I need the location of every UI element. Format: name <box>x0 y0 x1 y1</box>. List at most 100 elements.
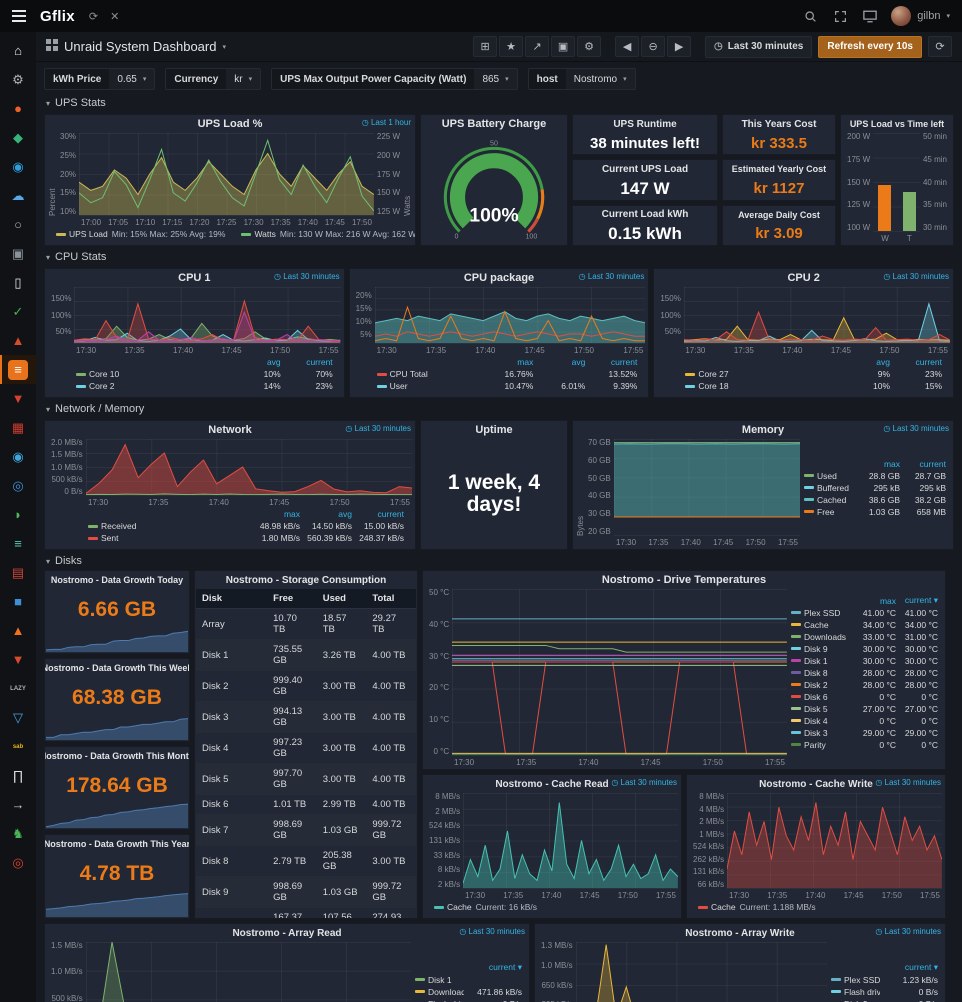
panel-title[interactable]: CPU 2 ◷ Last 30 minutes <box>787 272 950 284</box>
legend-column[interactable]: max <box>517 357 534 367</box>
panel-title[interactable]: Nostromo - Cache Write ◷ Last 30 minutes <box>759 778 941 790</box>
plot-area[interactable] <box>727 793 942 889</box>
legend-row[interactable]: Core 27 9% 23% <box>685 368 942 380</box>
plot-area[interactable] <box>873 133 920 232</box>
panel-title[interactable]: Nostromo - Array Read ◷ Last 30 minutes <box>232 927 525 939</box>
panel-title[interactable]: Current Load kWh <box>601 209 689 221</box>
legend-column[interactable]: current ▾ <box>488 962 522 972</box>
legend-column[interactable]: current <box>377 509 404 519</box>
plot-area[interactable] <box>74 287 341 344</box>
variable-value[interactable]: kr ▾ <box>234 73 253 85</box>
plot-area[interactable] <box>85 439 412 496</box>
column-header[interactable]: Used <box>316 589 367 609</box>
legend-column[interactable]: max <box>883 458 900 469</box>
legend-row[interactable]: Free 1.03 GB 658 MB <box>804 506 946 518</box>
plot-area[interactable] <box>79 133 374 216</box>
time-back-button[interactable]: ◀ <box>615 36 640 57</box>
search-icon[interactable] <box>799 5 821 27</box>
legend-column[interactable]: current ▾ <box>904 962 938 972</box>
app-requests-icon[interactable]: ◆ <box>13 130 23 145</box>
plot-area[interactable] <box>575 942 827 1002</box>
panel-title[interactable]: UPS Runtime <box>613 118 677 130</box>
plot-area[interactable] <box>613 439 800 536</box>
legend-row[interactable]: Flash drive0 B/s <box>831 986 938 998</box>
app-search-icon[interactable]: ○ <box>14 217 22 232</box>
panel-time-range[interactable]: ◷ Last 1 hour <box>361 118 411 127</box>
app-green-icon[interactable]: ◗ <box>14 507 22 522</box>
home-icon[interactable]: ⌂ <box>14 43 22 58</box>
variable-value[interactable]: Nostromo ▾ <box>573 73 627 85</box>
panel-title[interactable]: UPS Load % ◷ Last 1 hour <box>197 118 411 130</box>
plot-area[interactable] <box>463 793 678 889</box>
legend-row[interactable]: User 10.47% 6.01% 9.39% <box>376 380 637 392</box>
app-media-icon[interactable]: ● <box>14 101 22 116</box>
panel-title[interactable]: CPU 1 ◷ Last 30 minutes <box>178 272 340 284</box>
settings-gear-icon[interactable]: ⚙ <box>12 72 24 87</box>
refresh-button[interactable]: ⟳ <box>928 36 952 57</box>
plot-area[interactable] <box>374 287 646 344</box>
panel-title[interactable]: Nostromo - Storage Consumption <box>225 574 387 586</box>
plot-area[interactable] <box>85 942 411 1002</box>
panel-time-range[interactable]: ◷ Last 30 minutes <box>611 778 677 787</box>
section-ups-stats[interactable]: ▾ UPS Stats <box>46 97 106 109</box>
legend-row[interactable]: UPS Load Min: 15% Max: 25% Avg: 19% <box>56 228 225 240</box>
legend-column[interactable]: current <box>915 357 943 367</box>
legend-column[interactable]: current <box>610 357 638 367</box>
legend-row[interactable]: Used 28.8 GB 28.7 GB <box>804 470 946 482</box>
legend-row[interactable]: Buffered 295 kB 295 kB <box>804 482 946 494</box>
app-sab-icon[interactable]: sab <box>12 743 24 750</box>
save-button[interactable]: ▣ <box>551 36 576 57</box>
app-unraid-icon[interactable]: ≡ <box>0 355 36 384</box>
legend-row[interactable]: Cache 34.00 °C 34.00 °C <box>791 619 938 631</box>
legend-row[interactable]: Disk 1 <box>415 974 522 986</box>
menu-icon[interactable] <box>0 0 38 32</box>
plot-area[interactable] <box>452 589 787 756</box>
legend-row[interactable]: Disk 1 30.00 °C 30.00 °C <box>791 655 938 667</box>
time-forward-button[interactable]: ▶ <box>667 36 692 57</box>
app-metrics-icon[interactable]: ◉ <box>12 159 24 174</box>
legend-row[interactable]: Downloads471.86 kB/s <box>415 986 522 998</box>
user-menu[interactable]: gilbn ▾ <box>891 6 950 26</box>
legend-row[interactable]: Disk 2 28.00 °C 28.00 °C <box>791 679 938 691</box>
app-security-icon[interactable]: ▼ <box>11 391 25 406</box>
legend-row[interactable]: Plex SSD 1.23 kB/s <box>831 974 938 986</box>
panel-title[interactable]: Uptime <box>475 424 513 436</box>
zoom-out-button[interactable]: ⊖ <box>641 36 666 57</box>
legend-row[interactable]: CPU Total 16.76% 13.52% <box>376 368 637 380</box>
app-target-icon[interactable]: ◎ <box>12 855 24 870</box>
panel-time-range[interactable]: ◷ Last 30 minutes <box>273 272 340 281</box>
app-stack-icon[interactable]: ≡ <box>14 536 22 551</box>
legend-column[interactable]: avg <box>338 509 352 519</box>
fullscreen-icon[interactable] <box>829 5 851 27</box>
app-monitor-ok-icon[interactable]: ✓ <box>12 304 24 319</box>
legend-row[interactable]: Parity 0 °C 0 °C <box>791 739 938 751</box>
panel-title[interactable]: Nostromo - Data Growth Today <box>50 575 184 585</box>
legend-row[interactable]: Disk 8 28.00 °C 28.00 °C <box>791 667 938 679</box>
panel-time-range[interactable]: ◷ Last 30 minutes <box>578 272 645 281</box>
panel-time-range[interactable]: ◷ Last 30 minutes <box>345 424 411 433</box>
app-downloads-grid-icon[interactable]: ▦ <box>11 420 25 435</box>
legend-row[interactable]: Core 10 10% 70% <box>76 368 333 380</box>
settings-button[interactable]: ⚙ <box>577 36 602 57</box>
app-drop-icon[interactable]: ▽ <box>13 710 23 725</box>
panel-time-range[interactable]: ◷ Last 30 minutes <box>459 927 525 936</box>
legend-row[interactable]: Cache Current: 1.188 MB/s <box>698 901 816 913</box>
legend-row[interactable]: Cached 38.6 GB 38.2 GB <box>804 494 946 506</box>
app-lazy-icon[interactable]: LAZY <box>10 685 26 692</box>
column-header[interactable]: Total <box>366 589 416 609</box>
time-range-picker[interactable]: ◷ Last 30 minutes <box>705 35 813 58</box>
app-library-icon[interactable]: ∏ <box>12 768 24 783</box>
panel-title[interactable]: Average Daily Cost <box>738 209 820 220</box>
legend-column[interactable]: current <box>306 357 333 367</box>
legend-row[interactable]: Disk 3 29.00 °C 29.00 °C <box>791 727 938 739</box>
tv-mode-icon[interactable] <box>859 5 881 27</box>
app-media-server-icon[interactable]: ▯ <box>14 275 22 290</box>
legend-column[interactable]: current ▾ <box>904 595 938 605</box>
legend-row[interactable]: Sent 1.80 MB/s 560.39 kB/s 248.37 kB/s <box>88 532 404 544</box>
variable-value[interactable]: 0.65 ▾ <box>117 73 147 85</box>
panel-time-range[interactable]: ◷ Last 30 minutes <box>875 778 941 787</box>
dashboard-title[interactable]: Unraid System Dashboard <box>64 39 217 54</box>
section-disks[interactable]: ▾ Disks <box>46 555 82 567</box>
column-header[interactable]: Disk <box>196 589 268 609</box>
